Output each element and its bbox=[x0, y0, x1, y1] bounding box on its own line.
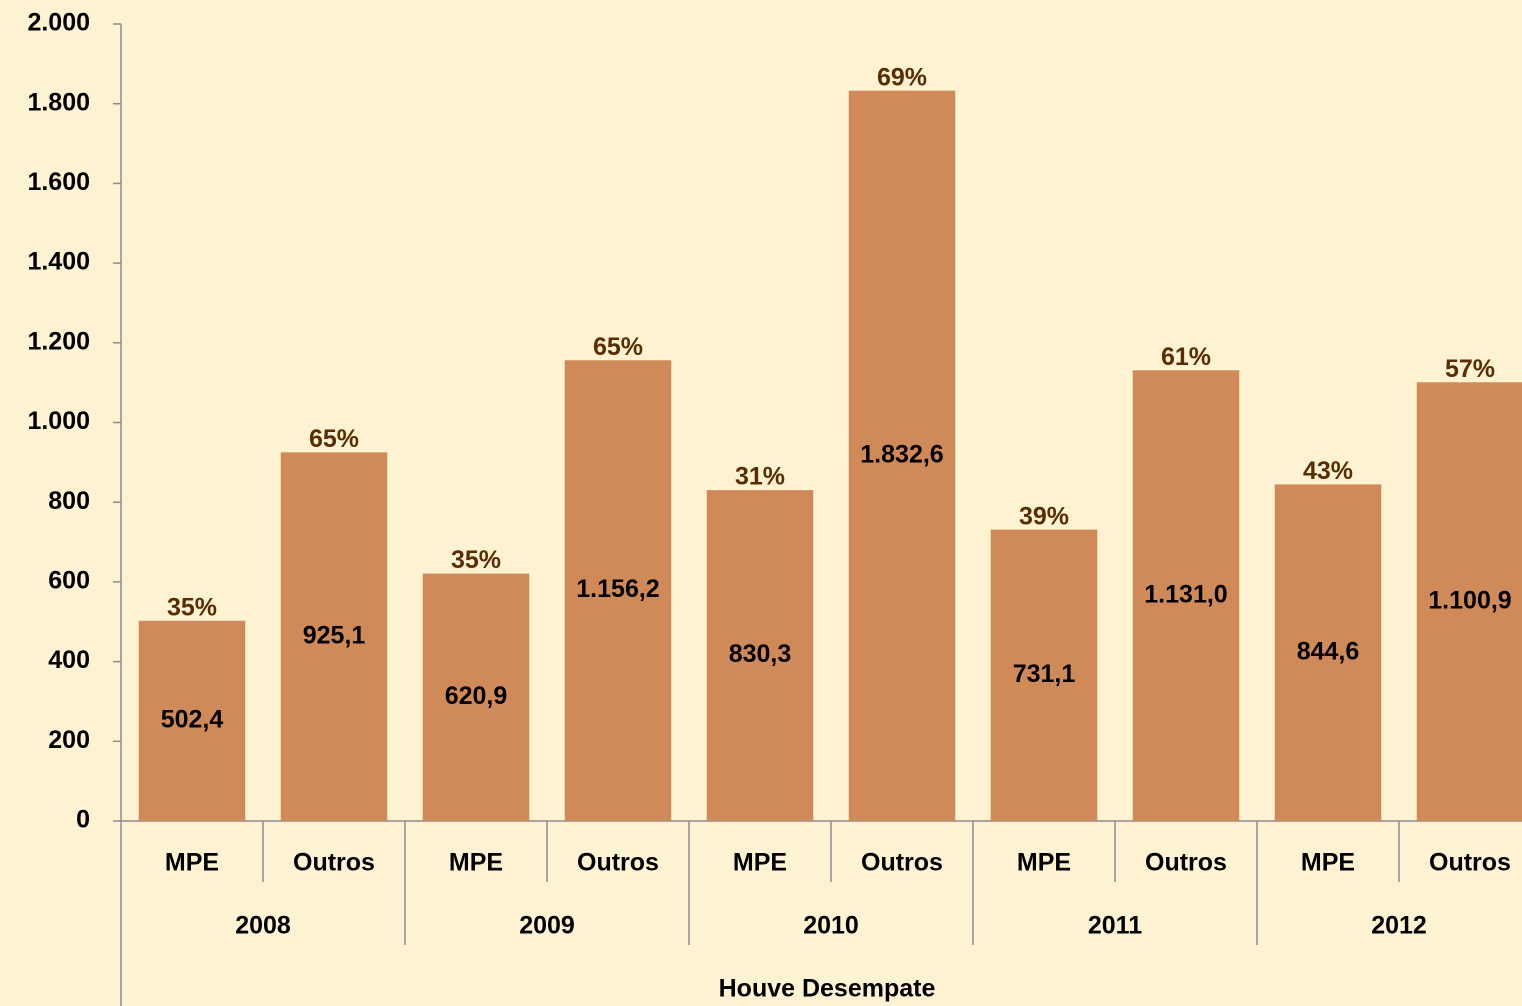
value-label: 1.156,2 bbox=[576, 575, 659, 603]
group-label: 2011 bbox=[1088, 912, 1142, 940]
share-label: 35% bbox=[167, 593, 217, 621]
share-label: 57% bbox=[1445, 355, 1495, 383]
x-tick-label: MPE bbox=[1301, 849, 1355, 877]
share-label: 35% bbox=[451, 546, 501, 574]
share-label: 65% bbox=[593, 333, 643, 361]
bar bbox=[1416, 382, 1522, 821]
value-label: 925,1 bbox=[303, 621, 366, 649]
group-label: 2009 bbox=[519, 912, 575, 940]
x-tick-label: MPE bbox=[1017, 849, 1071, 877]
y-tick-label: 600 bbox=[48, 567, 90, 595]
y-tick-label: 1.000 bbox=[27, 407, 90, 435]
value-label: 620,9 bbox=[445, 682, 508, 710]
value-label: 1.100,9 bbox=[1428, 586, 1511, 614]
share-label: 31% bbox=[735, 463, 785, 491]
group-label: 2012 bbox=[1371, 912, 1427, 940]
value-label: 830,3 bbox=[729, 640, 792, 668]
x-tick-label: MPE bbox=[165, 849, 219, 877]
value-label: 1.832,6 bbox=[860, 440, 943, 468]
y-tick-label: 1.200 bbox=[27, 327, 90, 355]
share-label: 43% bbox=[1303, 457, 1353, 485]
x-axis-label: Houve Desempate bbox=[719, 975, 936, 1003]
share-label: 39% bbox=[1019, 502, 1069, 530]
x-tick-label: Outros bbox=[1429, 849, 1511, 877]
x-tick-label: MPE bbox=[733, 849, 787, 877]
y-tick-label: 400 bbox=[48, 646, 90, 674]
bar bbox=[848, 90, 956, 821]
share-label: 69% bbox=[877, 63, 927, 91]
x-tick-label: Outros bbox=[577, 849, 659, 877]
value-label: 502,4 bbox=[161, 706, 224, 734]
value-label: 844,6 bbox=[1297, 637, 1360, 665]
x-tick-label: Outros bbox=[1145, 849, 1227, 877]
bar bbox=[564, 360, 672, 821]
bar bbox=[1132, 370, 1240, 821]
share-label: 61% bbox=[1161, 343, 1211, 371]
group-label: 2010 bbox=[803, 912, 859, 940]
share-label: 65% bbox=[309, 425, 359, 453]
bar bbox=[1274, 484, 1382, 821]
y-tick-label: 2.000 bbox=[27, 9, 90, 37]
x-tick-label: MPE bbox=[449, 849, 503, 877]
value-label: 731,1 bbox=[1013, 660, 1076, 688]
y-tick-label: 0 bbox=[76, 806, 90, 834]
value-label: 1.131,0 bbox=[1144, 580, 1227, 608]
bar bbox=[706, 490, 814, 821]
y-tick-label: 200 bbox=[48, 726, 90, 754]
y-tick-label: 1.800 bbox=[27, 88, 90, 116]
x-tick-label: Outros bbox=[293, 849, 375, 877]
y-tick-label: 1.400 bbox=[27, 248, 90, 276]
y-tick-label: 800 bbox=[48, 487, 90, 515]
y-tick-label: 1.600 bbox=[27, 168, 90, 196]
bar bbox=[990, 529, 1098, 821]
x-tick-label: Outros bbox=[861, 849, 943, 877]
bar bbox=[280, 452, 388, 821]
bar bbox=[138, 620, 246, 821]
bar bbox=[422, 573, 530, 821]
group-label: 2008 bbox=[235, 912, 291, 940]
